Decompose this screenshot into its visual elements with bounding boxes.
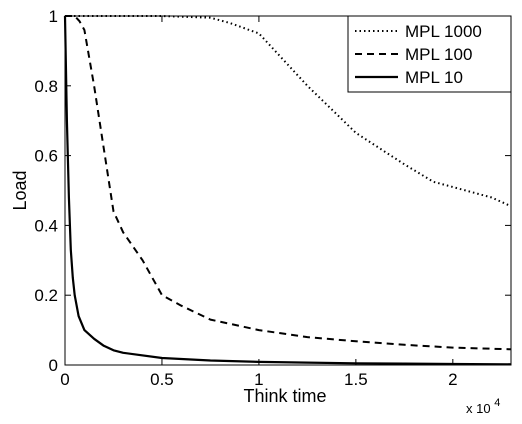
x-tick-label: 1.5 [344,370,368,389]
y-tick-label: 1 [49,7,58,26]
x-tick-label: 0 [60,370,69,389]
x-axis-multiplier-exponent: 4 [494,397,500,409]
legend-box [347,15,512,93]
legend-label: MPL 10 [405,68,463,87]
y-tick-label: 0.4 [34,216,58,235]
series-line-3 [63,15,512,366]
plot-area-frame [64,15,512,366]
y-tick-label: 0.2 [34,286,58,305]
x-tick-label: 2 [448,370,457,389]
x-tick-label: 0.5 [150,370,174,389]
x-axis-label: Think time [243,386,326,406]
x-axis-multiplier-base: x 10 [466,401,491,416]
legend-label: MPL 1000 [405,22,482,41]
y-tick-label: 0.8 [34,77,58,96]
legend: MPL 1000 MPL 100 MPL 10 [347,15,512,93]
y-tick-label: 0.6 [34,147,58,166]
legend-label: MPL 100 [405,45,472,64]
series-line-2 [65,15,512,351]
plot-lines [63,15,512,366]
y-axis-label: Load [10,170,30,210]
axis-ticks: 0 0.5 1 1.5 2 0 0.2 0.4 0.6 0.8 1 [34,7,511,389]
x-tick-label: 1 [254,370,263,389]
y-tick-label: 0 [49,356,58,375]
x-axis-multiplier: x 10 4 [466,397,500,416]
